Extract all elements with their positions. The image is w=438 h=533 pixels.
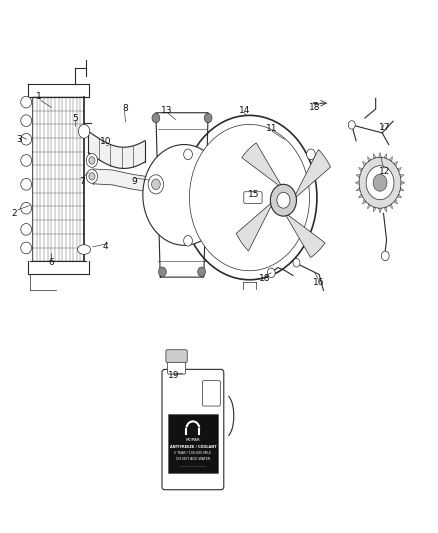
Circle shape xyxy=(152,114,160,123)
Text: 8: 8 xyxy=(123,104,128,113)
Polygon shape xyxy=(394,199,398,204)
Circle shape xyxy=(373,174,387,191)
Polygon shape xyxy=(286,214,325,257)
Text: 18: 18 xyxy=(309,103,321,112)
Polygon shape xyxy=(295,149,331,198)
Polygon shape xyxy=(367,157,371,161)
Circle shape xyxy=(198,267,205,277)
Ellipse shape xyxy=(21,179,32,190)
Ellipse shape xyxy=(21,223,32,235)
Polygon shape xyxy=(356,188,360,191)
Ellipse shape xyxy=(78,245,91,254)
Circle shape xyxy=(293,259,300,267)
Ellipse shape xyxy=(21,242,32,254)
Circle shape xyxy=(89,173,95,180)
Circle shape xyxy=(182,115,317,280)
Circle shape xyxy=(277,192,290,208)
Text: 9: 9 xyxy=(131,177,137,186)
Polygon shape xyxy=(359,194,363,198)
Polygon shape xyxy=(156,113,208,277)
FancyBboxPatch shape xyxy=(168,359,185,374)
Circle shape xyxy=(86,169,98,183)
Ellipse shape xyxy=(21,133,32,145)
Circle shape xyxy=(189,124,310,271)
Polygon shape xyxy=(394,161,398,166)
Polygon shape xyxy=(378,152,381,157)
Circle shape xyxy=(204,114,212,123)
Polygon shape xyxy=(367,204,371,209)
Text: 7: 7 xyxy=(79,177,85,186)
Polygon shape xyxy=(373,154,376,159)
Polygon shape xyxy=(363,199,366,204)
Polygon shape xyxy=(236,203,272,251)
Ellipse shape xyxy=(21,155,32,166)
Text: 12: 12 xyxy=(379,166,390,175)
Circle shape xyxy=(307,149,315,160)
Polygon shape xyxy=(359,167,363,172)
Ellipse shape xyxy=(21,203,32,214)
FancyBboxPatch shape xyxy=(162,369,224,490)
Circle shape xyxy=(270,184,297,216)
FancyBboxPatch shape xyxy=(166,350,187,362)
Polygon shape xyxy=(378,208,381,213)
Text: 2: 2 xyxy=(12,209,17,218)
Polygon shape xyxy=(389,157,392,161)
Polygon shape xyxy=(373,207,376,212)
Circle shape xyxy=(366,166,394,200)
Text: 19: 19 xyxy=(168,370,179,379)
FancyBboxPatch shape xyxy=(168,414,218,473)
Polygon shape xyxy=(384,154,387,159)
Text: MOPAR: MOPAR xyxy=(186,438,200,442)
Circle shape xyxy=(359,157,401,208)
FancyBboxPatch shape xyxy=(202,381,220,406)
Text: 5 YEAR / 100,000 MILE: 5 YEAR / 100,000 MILE xyxy=(174,451,212,455)
Text: 17: 17 xyxy=(378,123,390,132)
Polygon shape xyxy=(389,204,392,209)
Polygon shape xyxy=(242,143,281,186)
Text: 6: 6 xyxy=(49,258,54,266)
Text: 13: 13 xyxy=(161,106,173,115)
Text: ANTIFREEZE / COOLANT: ANTIFREEZE / COOLANT xyxy=(170,445,216,449)
Circle shape xyxy=(159,267,166,277)
Text: 16: 16 xyxy=(313,278,325,287)
Circle shape xyxy=(267,268,275,278)
Circle shape xyxy=(86,154,98,167)
Circle shape xyxy=(184,236,192,246)
Polygon shape xyxy=(355,181,359,184)
FancyBboxPatch shape xyxy=(244,192,262,204)
Circle shape xyxy=(143,144,226,245)
Circle shape xyxy=(78,124,90,138)
Circle shape xyxy=(184,149,192,160)
Circle shape xyxy=(89,157,95,164)
Circle shape xyxy=(148,175,164,194)
Circle shape xyxy=(381,251,389,261)
Polygon shape xyxy=(400,174,404,178)
Text: 5: 5 xyxy=(73,114,78,123)
Circle shape xyxy=(307,236,315,246)
Text: DO NOT ADD WATER: DO NOT ADD WATER xyxy=(176,457,210,461)
Polygon shape xyxy=(363,161,366,166)
Ellipse shape xyxy=(21,96,32,108)
Polygon shape xyxy=(401,181,405,184)
Text: 11: 11 xyxy=(265,124,277,133)
Text: 3: 3 xyxy=(16,135,21,144)
Polygon shape xyxy=(356,174,360,178)
Text: 18: 18 xyxy=(259,273,270,282)
Text: 10: 10 xyxy=(100,138,112,147)
Ellipse shape xyxy=(21,115,32,126)
Text: 4: 4 xyxy=(103,242,109,251)
Text: 14: 14 xyxy=(240,106,251,115)
Text: ────────────────: ──────────────── xyxy=(180,465,206,470)
Text: 1: 1 xyxy=(35,92,41,101)
Text: 15: 15 xyxy=(248,190,260,199)
Polygon shape xyxy=(397,167,402,172)
Circle shape xyxy=(348,120,355,129)
Polygon shape xyxy=(397,194,402,198)
Polygon shape xyxy=(384,207,387,212)
Circle shape xyxy=(152,179,160,190)
Polygon shape xyxy=(400,188,404,191)
